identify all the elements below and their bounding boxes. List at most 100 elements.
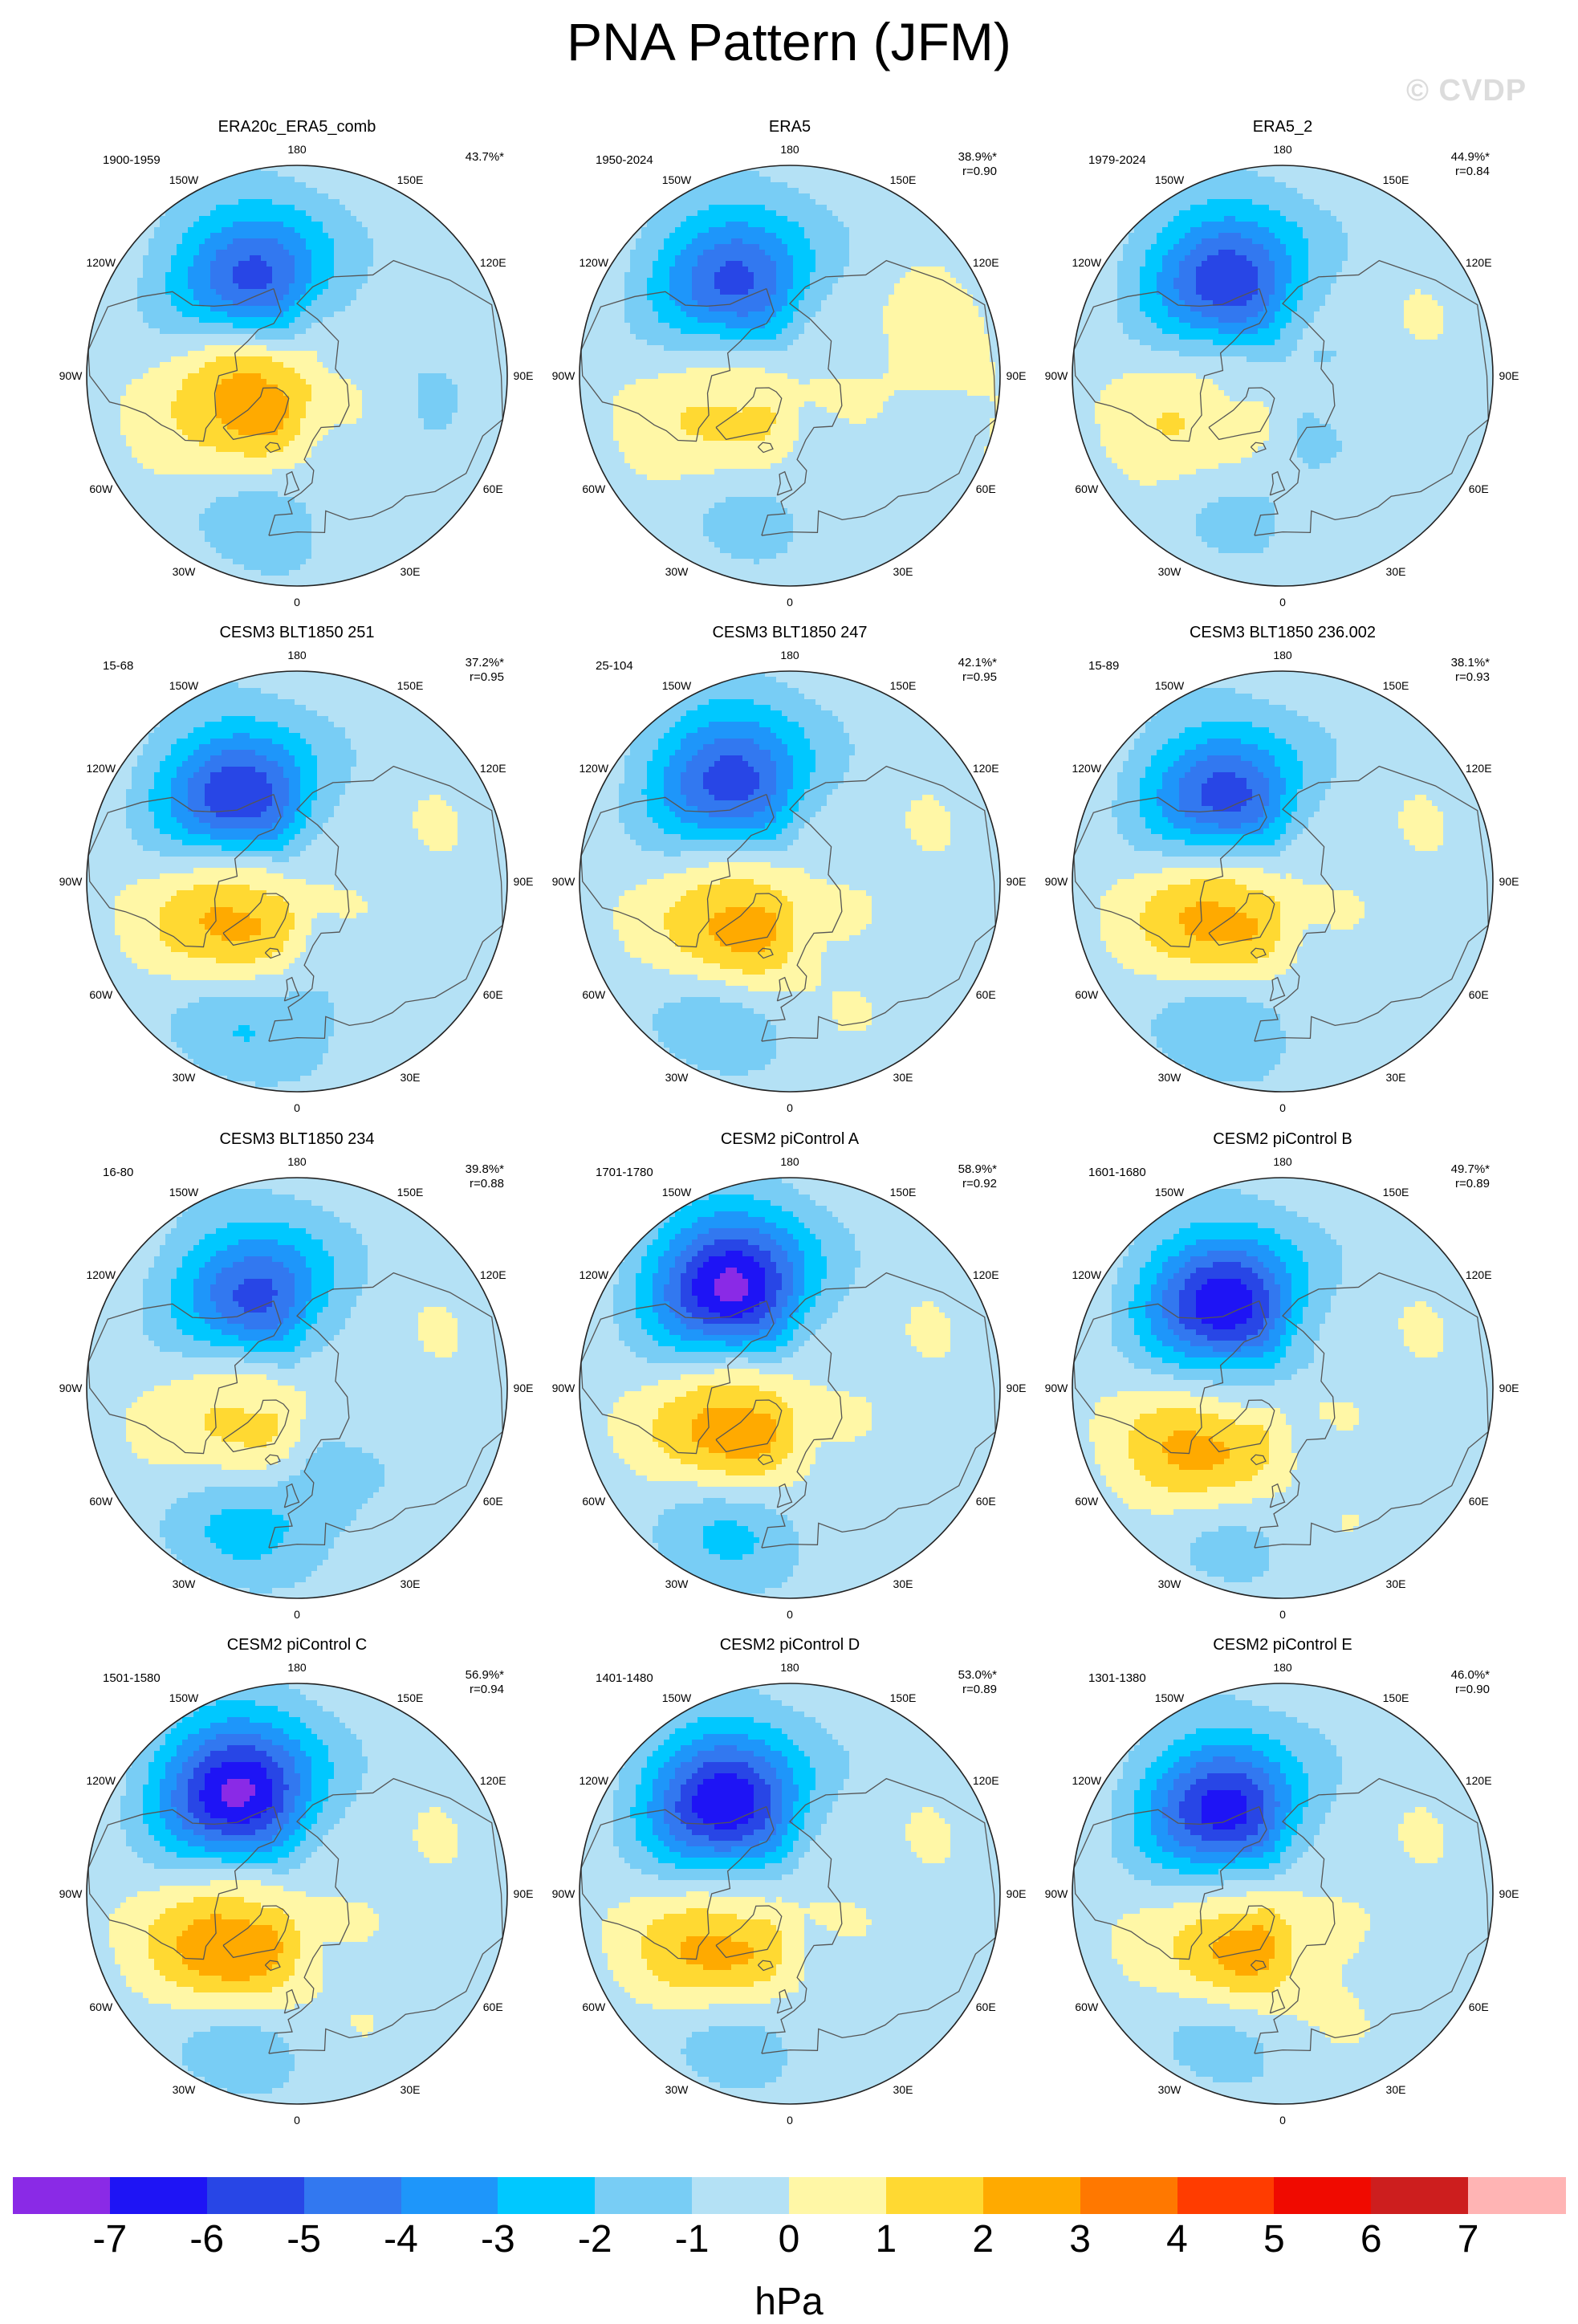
lon-label: 30E [401, 565, 421, 578]
lon-label: 60W [1075, 1495, 1099, 1508]
lon-label: 30W [665, 2083, 689, 2096]
panel-years: 1501-1580 [103, 1671, 161, 1685]
map-panel: 180150E120E90E60E30E030W60W90W120W150WCE… [59, 1130, 534, 1621]
colorbar-swatch [1468, 2177, 1565, 2214]
lon-label: 90W [1045, 875, 1069, 888]
lon-label: 90W [552, 369, 576, 382]
panel-pattern-corr: r=0.92 [962, 1177, 997, 1190]
lon-label: 180 [287, 1661, 307, 1674]
map-panels: 180 150E 120E 90E 60E 30E 0 30W 60W 90W 120W 150W ER… [0, 0, 1578, 2167]
lon-label: 0 [294, 1608, 300, 1621]
lon-label: 90E [514, 1887, 534, 1900]
panel-years: 1950-2024 [596, 153, 653, 167]
lon-label: 60W [582, 1495, 606, 1508]
lon-label: 180 [780, 649, 799, 661]
lon-label: 0 [787, 1608, 793, 1621]
lon-label: 60E [483, 988, 503, 1001]
panel-years: 15-89 [1088, 659, 1119, 673]
lon-label: 120W [579, 1268, 608, 1281]
lon-label: 60E [976, 1495, 996, 1508]
lon-label: 60E [1469, 988, 1489, 1001]
lon-label: 150E [397, 1691, 424, 1704]
colorbar-tick-label: 6 [1339, 2217, 1403, 2261]
lon-label: 30E [893, 2083, 913, 2096]
lon-label: 150E [890, 173, 917, 186]
panel-pattern-corr: r=0.89 [1455, 1177, 1490, 1190]
lon-label: 180 [1273, 143, 1292, 156]
lon-label: 120E [1466, 256, 1492, 269]
lon-label: 30W [1158, 2083, 1182, 2096]
lon-label: 90E [1007, 1887, 1027, 1900]
lon-label: 60E [976, 988, 996, 1001]
lon-label: 120W [86, 256, 116, 269]
lon-label: 180 [780, 1155, 799, 1168]
lon-label: 120E [480, 1774, 506, 1787]
lon-label: 60W [1075, 482, 1099, 495]
lon-label: 30W [173, 1071, 197, 1084]
lon-label: 150E [1383, 1186, 1409, 1199]
lon-label: 120W [579, 762, 608, 775]
lon-label: 30W [1158, 1577, 1182, 1590]
panel-pct-variance: 42.1%* [958, 656, 998, 670]
panel-pattern-corr: r=0.95 [470, 670, 504, 684]
lon-label: 90E [1499, 1382, 1519, 1394]
colorbar-tick-label: 7 [1436, 2217, 1500, 2261]
lon-label: 30W [173, 565, 197, 578]
colorbar-tick-label: -2 [563, 2217, 627, 2261]
lon-label: 150E [1383, 173, 1409, 186]
lon-label: 30E [893, 565, 913, 578]
lon-label: 150W [169, 679, 199, 692]
panel-pattern-corr: r=0.94 [470, 1683, 504, 1696]
panel-years: 1301-1380 [1088, 1671, 1146, 1685]
colorbar-tick-label: -6 [175, 2217, 239, 2261]
lon-label: 30W [1158, 565, 1182, 578]
lon-label: 60E [483, 482, 503, 495]
lon-label: 30W [173, 2083, 197, 2096]
lon-label: 120W [86, 762, 116, 775]
map-panel: 180150E120E90E60E30E030W60W90W120W150WCE… [1045, 1130, 1519, 1621]
lon-label: 30E [1386, 565, 1406, 578]
lon-label: 90W [59, 1887, 83, 1900]
lon-label: 150E [397, 679, 424, 692]
panel-pattern-corr: r=0.95 [962, 670, 997, 684]
panel-pattern-corr: r=0.89 [962, 1683, 997, 1696]
panel-title: CESM2 piControl A [721, 1130, 860, 1148]
panel-title: CESM2 piControl E [1213, 1636, 1352, 1654]
lon-label: 150W [662, 679, 692, 692]
lon-label: 90W [1045, 1382, 1069, 1394]
colorbar-swatch [1371, 2177, 1468, 2214]
colorbar-tick-label: -7 [78, 2217, 142, 2261]
colorbar-swatch [1177, 2177, 1275, 2214]
colorbar-swatch [1080, 2177, 1177, 2214]
lon-label: 150E [397, 173, 424, 186]
lon-label: 0 [294, 2114, 300, 2127]
lon-label: 60W [582, 482, 606, 495]
lon-label: 120E [480, 1268, 506, 1281]
map-panel: 180150E120E90E60E30E030W60W90W120W150WCE… [1045, 1636, 1519, 2127]
lon-label: 60E [483, 1495, 503, 1508]
panel-title: CESM3 BLT1850 251 [219, 624, 374, 641]
lon-label: 30E [893, 1071, 913, 1084]
lon-label: 60W [1075, 2000, 1099, 2013]
lon-label: 90E [1499, 369, 1519, 382]
map-panel: 180150E120E90E60E30E030W60W90W120W150WER… [59, 118, 534, 608]
lon-label: 90E [1499, 1887, 1519, 1900]
lon-label: 90W [1045, 1887, 1069, 1900]
panel-pct-variance: 38.9%* [958, 150, 998, 164]
lon-label: 150W [1155, 679, 1185, 692]
colorbar-swatch [789, 2177, 886, 2214]
panel-title: CESM3 BLT1850 247 [712, 624, 867, 641]
lon-label: 120E [973, 256, 999, 269]
lon-label: 30E [1386, 1577, 1406, 1590]
lon-label: 30E [401, 1071, 421, 1084]
lon-label: 30W [665, 1071, 689, 1084]
panel-years: 25-104 [596, 659, 633, 673]
panel-title: ERA5 [769, 118, 811, 136]
panel-title: CESM3 BLT1850 234 [219, 1130, 374, 1148]
lon-label: 150E [397, 1186, 424, 1199]
lon-label: 60W [89, 988, 113, 1001]
lon-label: 150W [169, 1691, 199, 1704]
map-panel: 180150E120E90E60E30E030W60W90W120W150WCE… [59, 624, 534, 1114]
colorbar-swatch [1274, 2177, 1371, 2214]
lon-label: 120E [1466, 762, 1492, 775]
